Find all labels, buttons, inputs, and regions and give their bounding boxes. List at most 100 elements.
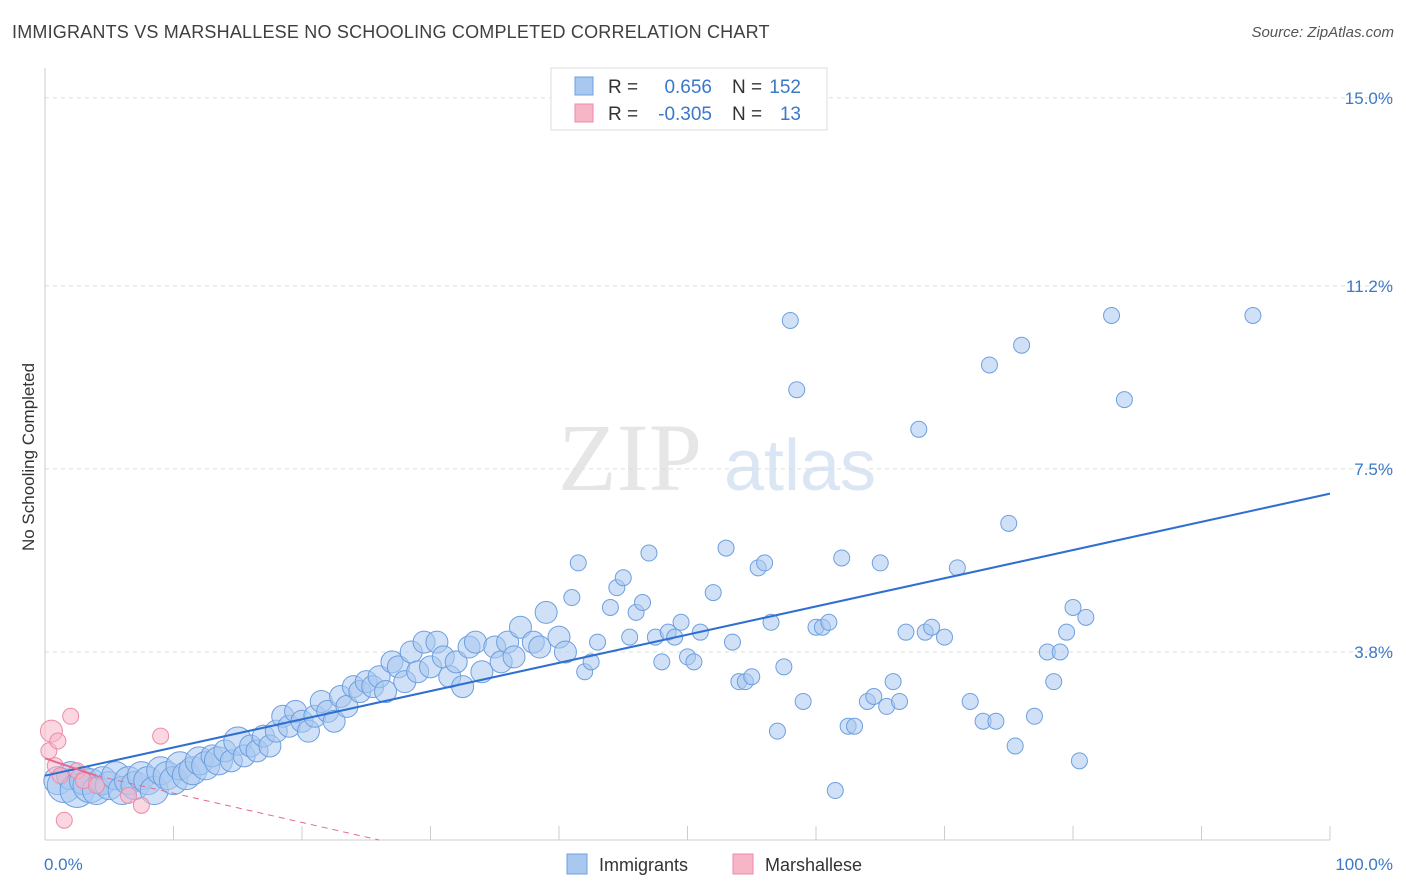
immigrants-point [891, 692, 909, 710]
immigrants-point [897, 623, 915, 641]
immigrants-point [589, 633, 607, 651]
legend-bottom-swatch-immigrants [566, 853, 588, 875]
immigrants-point [775, 658, 793, 676]
immigrants-point [1000, 514, 1018, 532]
immigrants-point [563, 589, 581, 607]
immigrants-point [820, 613, 838, 631]
immigrants-point [621, 628, 639, 646]
legend-stats-box [550, 67, 828, 131]
immigrants-point [534, 600, 558, 624]
immigrants-point [508, 615, 532, 639]
y-tick-label: 15.0% [1345, 89, 1393, 108]
immigrants-point [1058, 623, 1076, 641]
legend-bottom-label-marshallese: Marshallese [765, 855, 862, 875]
axes [44, 68, 1331, 841]
immigrants-point [723, 633, 741, 651]
legend-swatch-marshallese [574, 103, 594, 123]
y-tick-label: 3.8% [1354, 643, 1393, 662]
immigrants-points [43, 307, 1262, 809]
immigrants-point [756, 554, 774, 572]
immigrants-point [569, 554, 587, 572]
legend-n-label-marshallese: N = [732, 104, 762, 125]
immigrants-point [672, 613, 690, 631]
immigrants-point [1070, 752, 1088, 770]
immigrants-point [1051, 643, 1069, 661]
immigrants-point [601, 598, 619, 616]
immigrants-point [865, 688, 883, 706]
marshallese-point [120, 786, 138, 804]
immigrants-point [871, 554, 889, 572]
x-tick-label-min: 0.0% [44, 855, 83, 874]
immigrants-point [794, 692, 812, 710]
legend-bottom-swatch-marshallese [732, 853, 754, 875]
immigrants-point [833, 549, 851, 567]
immigrants-point [582, 653, 600, 671]
immigrants-point [717, 539, 735, 557]
immigrants-point [502, 645, 526, 669]
immigrants-point [444, 650, 468, 674]
immigrants-point [463, 630, 487, 654]
immigrants-point [1064, 598, 1082, 616]
legend-n-value-marshallese: 13 [780, 104, 801, 125]
legend-n-value-immigrants: 152 [769, 77, 801, 98]
immigrants-point [987, 712, 1005, 730]
immigrants-point [910, 420, 928, 438]
immigrants-point [1013, 336, 1031, 354]
y-tick-labels: 3.8% 7.5% 11.2% 15.0% [1345, 89, 1393, 662]
x-tick-label-max: 100.0% [1335, 855, 1393, 874]
immigrants-point [1103, 307, 1121, 325]
watermark-atlas: atlas [724, 426, 876, 506]
y-axis-label: No Schooling Completed [19, 363, 38, 551]
immigrants-trend-line [44, 492, 1331, 777]
immigrants-point [470, 660, 494, 684]
grid-lines [45, 97, 1393, 653]
immigrants-point [788, 381, 806, 399]
marshallese-point [132, 796, 150, 814]
immigrants-point [1025, 707, 1043, 725]
immigrants-point [923, 618, 941, 636]
immigrants-point [1115, 391, 1133, 409]
marshallese-point [49, 732, 67, 750]
immigrants-point [884, 673, 902, 691]
immigrants-point [640, 544, 658, 562]
marshallese-point [152, 727, 170, 745]
y-tick-label: 7.5% [1354, 460, 1393, 479]
immigrants-point [704, 584, 722, 602]
legend-stats: R = 0.656 N = 152 R = -0.305 N = 13 [550, 67, 828, 131]
immigrants-point [743, 668, 761, 686]
immigrants-point [528, 635, 552, 659]
immigrants-point [553, 640, 577, 664]
immigrants-point [768, 722, 786, 740]
legend-r-value-immigrants: 0.656 [664, 77, 712, 98]
immigrants-point [1045, 673, 1063, 691]
marshallese-point [62, 707, 80, 725]
marshallese-point [87, 777, 105, 795]
immigrants-point [614, 569, 632, 587]
marshallese-trend-line [96, 775, 380, 841]
immigrants-point [634, 593, 652, 611]
legend-r-value-marshallese: -0.305 [658, 104, 712, 125]
immigrants-point [826, 782, 844, 800]
immigrants-point [980, 356, 998, 374]
marshallese-trend-line [44, 757, 97, 777]
immigrants-point [1077, 608, 1095, 626]
legend-series: Immigrants Marshallese [566, 853, 862, 875]
immigrants-point [762, 613, 780, 631]
immigrants-point [653, 653, 671, 671]
immigrants-point [374, 680, 398, 704]
legend-r-label-immigrants: R = [608, 77, 638, 98]
source-label: Source: ZipAtlas.com [1251, 24, 1394, 41]
immigrants-point [936, 628, 953, 646]
y-tick-label: 11.2% [1346, 277, 1393, 296]
immigrants-point [685, 653, 703, 671]
immigrants-point [961, 692, 979, 710]
immigrants-point [1006, 737, 1024, 755]
trend-lines [44, 492, 1331, 841]
legend-swatch-immigrants [574, 76, 594, 96]
watermark-zip: ZIP [558, 404, 702, 511]
immigrants-point [1244, 307, 1262, 325]
chart-title: IMMIGRANTS VS MARSHALLESE NO SCHOOLING C… [12, 22, 770, 42]
legend-n-label-immigrants: N = [732, 77, 762, 98]
legend-r-label-marshallese: R = [608, 104, 638, 125]
